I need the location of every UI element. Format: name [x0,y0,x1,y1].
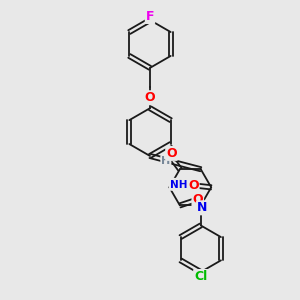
Text: NH: NH [169,180,187,190]
Text: H: H [173,179,182,189]
Text: O: O [166,147,177,160]
Text: F: F [146,10,154,23]
Text: N: N [197,201,207,214]
Text: Cl: Cl [194,270,207,283]
Text: O: O [188,179,199,192]
Text: O: O [193,193,203,206]
Text: H: H [161,156,170,166]
Text: O: O [145,91,155,104]
